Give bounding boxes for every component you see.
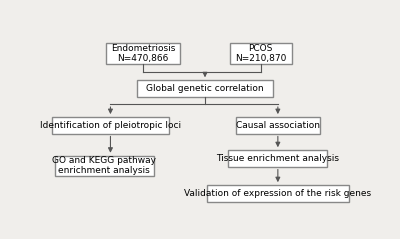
Text: Endometriosis
N=470,866: Endometriosis N=470,866 [111,44,175,63]
FancyBboxPatch shape [230,43,292,64]
Text: Identification of pleiotropic loci: Identification of pleiotropic loci [40,121,181,130]
Text: GO and KEGG pathway
enrichment analysis: GO and KEGG pathway enrichment analysis [52,156,156,175]
FancyBboxPatch shape [206,185,349,202]
FancyBboxPatch shape [236,117,320,134]
FancyBboxPatch shape [106,43,180,64]
Text: Causal association: Causal association [236,121,320,130]
FancyBboxPatch shape [137,80,273,97]
Text: Tissue enrichment analysis: Tissue enrichment analysis [216,154,339,163]
Text: PCOS
N=210,870: PCOS N=210,870 [235,44,286,63]
Text: Validation of expression of the risk genes: Validation of expression of the risk gen… [184,189,372,198]
FancyBboxPatch shape [55,156,154,176]
FancyBboxPatch shape [52,117,168,134]
Text: Global genetic correlation: Global genetic correlation [146,84,264,93]
FancyBboxPatch shape [228,150,328,167]
